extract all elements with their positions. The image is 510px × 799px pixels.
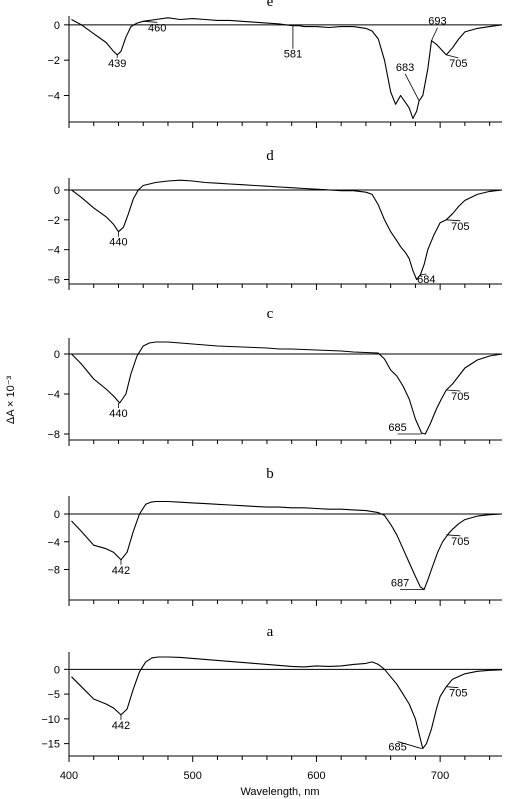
annotation-label-e-1: 460 (148, 22, 166, 34)
y-tick-label-a-0: 0 (54, 664, 60, 676)
x-axis-title: Wavelength, nm (240, 786, 319, 798)
annotation-label-c-1: 705 (451, 391, 469, 403)
annotation-leader-a-2 (397, 741, 422, 749)
annotation-label-e-0: 439 (108, 58, 126, 70)
annotation-leader-e-1 (143, 20, 158, 23)
panel-label-d: d (266, 148, 274, 164)
panels: e 0 −2 −4 439 460 581 683 693 705 d 0 −2 −4 −6 440 705 68… (41, 0, 503, 762)
y-tick-label-a-3: −15 (41, 739, 60, 751)
panel-b: b 0 −4 −8 442 705 687 (47, 466, 503, 606)
annotation-label-a-0: 442 (112, 720, 130, 732)
annotation-label-a-2: 685 (388, 742, 406, 754)
spectrum-line-d (71, 179, 503, 281)
y-tick-label-b-1: −4 (47, 537, 60, 549)
annotation-label-c-0: 440 (109, 408, 127, 420)
spectrum-line-a (71, 656, 503, 750)
panel-label-e: e (267, 0, 274, 10)
annotation-label-d-0: 440 (109, 237, 127, 249)
annotation-label-b-0: 442 (112, 565, 130, 577)
annotation-leader-a-1 (446, 686, 459, 689)
y-tick-label-e-1: −2 (47, 55, 60, 67)
annotation-leader-e-3 (404, 73, 420, 101)
panel-label-b: b (266, 466, 274, 482)
annotation-leader-c-1 (446, 389, 461, 392)
annotation-leader-e-4 (431, 27, 438, 41)
y-tick-label-b-0: 0 (54, 509, 60, 521)
y-tick-label-a-2: −10 (41, 714, 60, 726)
annotation-label-a-1: 705 (449, 688, 467, 700)
annotation-label-e-5: 705 (449, 58, 467, 70)
y-tick-label-c-1: −4 (47, 389, 60, 401)
x-tick-label-700: 700 (431, 770, 449, 782)
y-tick-label-e-2: −4 (47, 91, 60, 103)
annotation-label-e-2: 581 (284, 49, 302, 61)
panel-d: d 0 −2 −4 −6 440 705 684 (47, 148, 503, 290)
annotation-label-b-2: 687 (391, 578, 409, 590)
panel-c: c 0 −4 −8 440 705 685 (47, 306, 503, 446)
bottom-axis: 400 500 600 700 Wavelength, nm (60, 770, 449, 798)
y-tick-label-d-1: −2 (47, 215, 60, 227)
annotation-label-d-1: 705 (451, 221, 469, 233)
y-tick-label-a-1: −5 (47, 689, 60, 701)
annotation-label-c-2: 685 (388, 422, 406, 434)
y-axis-title: ΔA × 10⁻³ (5, 376, 17, 425)
annotation-label-d-2: 684 (417, 274, 435, 286)
x-tick-label-600: 600 (307, 770, 325, 782)
y-tick-label-d-0: 0 (54, 185, 60, 197)
y-tick-label-e-0: 0 (54, 20, 60, 32)
annotation-leader-e-5 (446, 54, 459, 59)
annotation-label-b-1: 705 (451, 536, 469, 548)
annotation-label-e-3: 683 (396, 62, 414, 74)
x-tick-label-500: 500 (184, 770, 202, 782)
y-tick-label-c-0: 0 (54, 349, 60, 361)
spectrum-line-c (71, 341, 503, 435)
annotation-leader-b-1 (446, 534, 461, 537)
annotation-leader-d-1 (446, 219, 461, 222)
y-tick-label-b-2: −8 (47, 564, 60, 576)
x-tick-label-400: 400 (60, 770, 78, 782)
y-tick-label-d-3: −6 (47, 275, 60, 287)
panel-label-c: c (267, 306, 274, 322)
panel-a: a 0 −5 −10 −15 442 705 685 (41, 624, 503, 762)
y-tick-label-d-2: −4 (47, 245, 60, 257)
panel-label-a: a (267, 624, 274, 640)
annotation-leader-d-2 (420, 273, 427, 276)
spectrum-line-e (71, 17, 503, 120)
annotation-label-e-4: 693 (428, 16, 446, 28)
panel-e: e 0 −2 −4 439 460 581 683 693 705 (47, 0, 503, 128)
spectrum-line-b (71, 500, 503, 591)
y-tick-label-c-2: −8 (47, 429, 60, 441)
